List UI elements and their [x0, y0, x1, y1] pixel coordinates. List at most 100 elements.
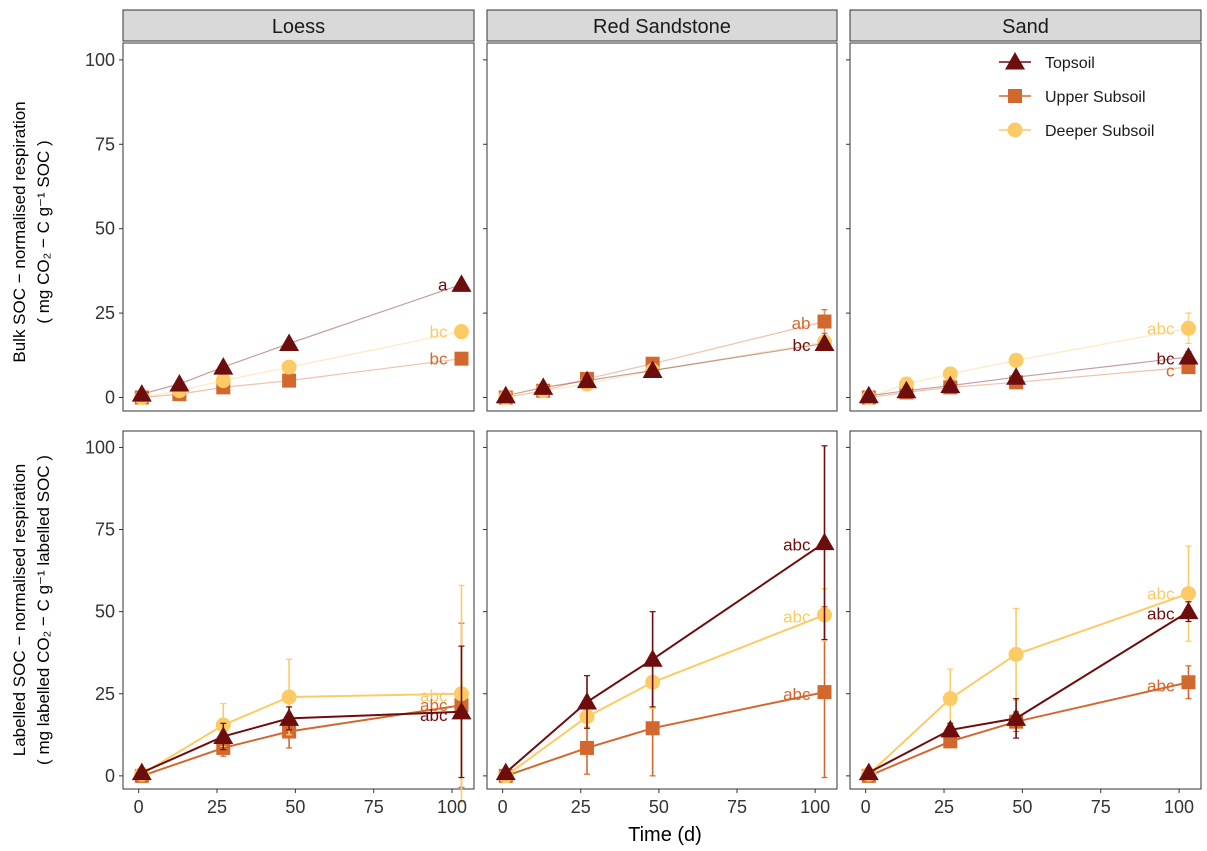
data-point: [940, 375, 961, 394]
series-topsoil: [495, 333, 835, 404]
strip-label: Sand: [1002, 16, 1049, 38]
series-line: [141, 710, 462, 774]
panel-frame-bottom-0: [122, 430, 475, 790]
data-point: [942, 691, 958, 707]
y-tick-label: 75: [95, 134, 115, 154]
significance-letter: bc: [1156, 350, 1174, 369]
legend-entry-topsoil: Topsoil: [999, 52, 1095, 72]
y-tick-labels: 0 25 50 75 100 0 25 50 75 100: [85, 50, 115, 786]
series-topsoil: [858, 346, 1199, 404]
data-point: [858, 762, 879, 781]
strip-background: [122, 9, 475, 42]
data-point: [454, 351, 469, 366]
series-line: [868, 610, 1190, 774]
data-point: [495, 385, 516, 404]
strip-2: Sand: [849, 9, 1202, 42]
x-tick-label: 100: [1164, 797, 1194, 817]
legend-entry-upper-subsoil: Upper Subsoil: [999, 89, 1146, 106]
panel-frame-top-1: [486, 42, 838, 412]
x-tick-label: 100: [437, 797, 467, 817]
data-point: [213, 726, 234, 744]
significance-letter: abc: [783, 608, 811, 627]
data-point: [940, 719, 961, 738]
legend-label: Topsoil: [1045, 55, 1095, 72]
data-point: [943, 734, 958, 749]
panel-frame-bottom-1: [486, 430, 838, 790]
data-point: [1007, 122, 1023, 138]
x-tick-label: 100: [800, 797, 830, 817]
significance-letter: ab: [792, 314, 811, 333]
data-point: [642, 360, 663, 378]
data-point: [1008, 89, 1022, 103]
significance-letter: c: [1166, 361, 1175, 380]
series-line: [505, 691, 825, 777]
data-point: [213, 357, 234, 375]
data-point: [580, 740, 594, 755]
panel-top-2: abc bcc: [858, 312, 1199, 405]
series-topsoil: [131, 645, 472, 781]
data-point: [533, 377, 554, 395]
panels-layer: Loess Red Sandstone Sandabcbcabbcabcbccabc…: [119, 9, 1202, 803]
x-tick-label: 25: [207, 797, 227, 817]
strip-label: Loess: [272, 16, 325, 38]
data-point: [281, 689, 297, 705]
data-point: [817, 314, 832, 329]
data-point: [1180, 320, 1196, 336]
series-topsoil: [131, 274, 472, 402]
legend-entry-deeper-subsoil: Deeper Subsoil: [999, 122, 1154, 140]
x-tick-labels: 0 25 50 75 100 0 25 50 75 100 0 25 50 75 100: [134, 797, 1194, 817]
data-point: [282, 373, 297, 388]
significance-letter: a: [438, 275, 448, 294]
series-line: [868, 592, 1189, 775]
y-axis-title-top-line1: Bulk SOC − normalised respiration: [10, 101, 29, 362]
series-topsoil: [495, 445, 835, 781]
legend: Topsoil Upper Subsoil Deeper Subsoil: [999, 52, 1154, 140]
significance-letter: bc: [429, 350, 447, 369]
significance-letter: abc: [420, 706, 448, 725]
data-point: [1181, 675, 1196, 690]
significance-letter: abc: [783, 685, 811, 704]
strip-0: Loess: [122, 9, 475, 42]
significance-letter: bc: [793, 336, 811, 355]
data-point: [215, 373, 231, 389]
x-tick-label: 50: [1012, 797, 1032, 817]
series-line: [505, 541, 826, 774]
data-point: [1008, 352, 1024, 368]
panel-frame-top-0: [122, 42, 475, 412]
data-point: [451, 701, 472, 720]
x-tick-label: 25: [934, 797, 954, 817]
x-axis-title: Time (d): [628, 824, 702, 846]
significance-letter: abc: [1147, 677, 1175, 696]
y-tick-label: 0: [105, 387, 115, 407]
panel-frame-top-2: [849, 42, 1202, 412]
data-point: [942, 366, 958, 382]
significance-letter: bc: [429, 323, 447, 342]
x-tick-label: 50: [649, 797, 669, 817]
strip-1: Red Sandstone: [486, 9, 838, 42]
panel-top-0: a bc bc: [131, 274, 472, 405]
data-point: [279, 708, 300, 726]
data-point: [817, 685, 832, 700]
data-point: [645, 721, 660, 736]
data-point: [1180, 586, 1196, 602]
data-point: [1008, 646, 1024, 662]
legend-label: Upper Subsoil: [1045, 89, 1146, 106]
series-line: [141, 704, 462, 777]
significance-letter: abc: [1147, 585, 1175, 604]
data-point: [495, 762, 516, 781]
x-tick-label: 0: [498, 797, 508, 817]
strip-background: [486, 9, 838, 42]
y-tick-label: 75: [95, 520, 115, 540]
panel-top-1: ab bc: [495, 309, 835, 405]
data-point: [1006, 708, 1027, 726]
y-tick-label: 25: [95, 684, 115, 704]
y-tick-label: 50: [95, 602, 115, 622]
y-axis-title-bottom-line2: ( mg labelled CO₂ − C g⁻¹ labelled SOC ): [34, 455, 53, 765]
data-point: [577, 691, 597, 710]
x-tick-label: 0: [134, 797, 144, 817]
strip-label: Red Sandstone: [593, 16, 731, 38]
data-point: [451, 274, 472, 292]
data-point: [814, 333, 835, 351]
